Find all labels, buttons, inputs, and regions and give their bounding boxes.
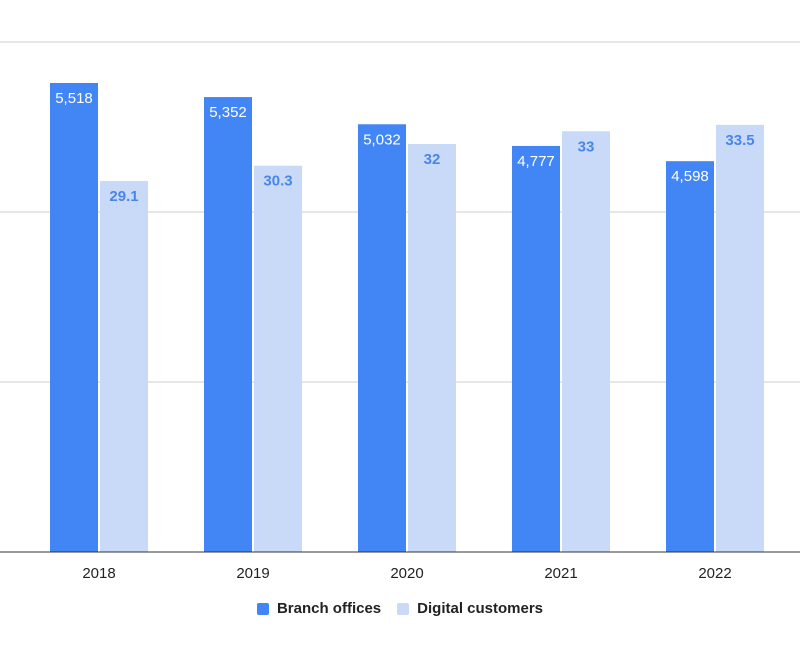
chart-plot: 5,518 29.1 2018 5,352 30.3 2019 5,032 32 2020 4,7… xyxy=(0,41,800,582)
data-label: 33.5 xyxy=(725,132,754,149)
data-label: 29.1 xyxy=(109,188,138,205)
x-tick-label: 2022 xyxy=(698,565,731,582)
bar-digital-customers xyxy=(562,131,610,552)
data-label: 5,518 xyxy=(55,90,93,107)
bar-digital-customers xyxy=(254,165,302,553)
bar-digital-customers xyxy=(408,144,456,552)
legend-label: Digital customers xyxy=(417,600,544,617)
bar-branch-offices xyxy=(666,161,714,553)
bar-branch-offices xyxy=(358,124,406,552)
bar-branch-offices xyxy=(50,82,98,552)
data-label: 5,032 xyxy=(363,131,401,148)
x-tick-label: 2019 xyxy=(236,565,269,582)
legend-item-digital-customers[interactable]: Digital customers xyxy=(397,600,543,617)
bar-branch-offices xyxy=(512,145,560,552)
data-label: 33 xyxy=(578,138,595,155)
data-label: 4,598 xyxy=(671,168,709,185)
legend-swatch xyxy=(397,602,410,615)
legend-item-branch-offices[interactable]: Branch offices xyxy=(256,600,382,617)
bar-branch-offices xyxy=(204,97,252,552)
legend: Branch offices Digital customers xyxy=(0,600,800,617)
data-label: 5,352 xyxy=(209,104,247,121)
bar-digital-customers xyxy=(716,124,764,552)
data-label: 30.3 xyxy=(263,173,292,190)
legend-label: Branch offices xyxy=(276,600,382,617)
bar-digital-customers xyxy=(100,180,148,552)
x-tick-label: 2020 xyxy=(390,565,423,582)
x-tick-label: 2018 xyxy=(82,565,115,582)
data-label: 32 xyxy=(424,151,441,168)
x-tick-label: 2021 xyxy=(544,565,577,582)
data-label: 4,777 xyxy=(517,153,555,170)
legend-swatch xyxy=(256,602,269,615)
